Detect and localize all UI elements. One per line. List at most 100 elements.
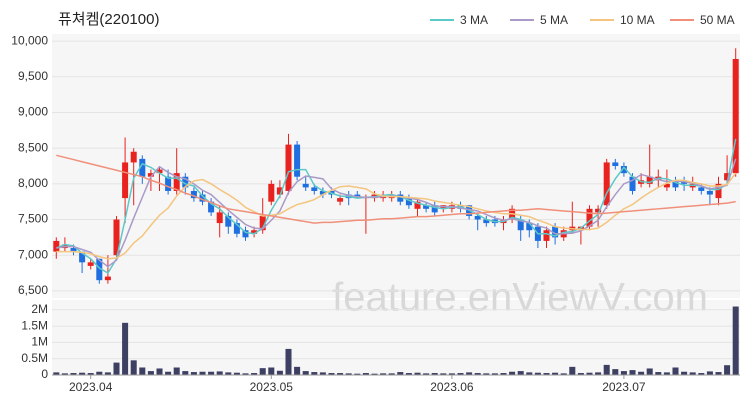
y-tick-label: 8,500	[18, 140, 48, 154]
candle-body	[147, 173, 154, 177]
candle-body	[672, 180, 679, 188]
candle-body	[526, 223, 533, 231]
volume-bar	[122, 322, 129, 375]
volume-bar	[440, 373, 447, 375]
x-tick-label: 2023.07	[602, 380, 646, 394]
candle-body	[517, 219, 524, 231]
volume-bar	[689, 372, 696, 375]
volume-bar	[732, 306, 739, 375]
candle-body	[414, 201, 421, 209]
price-panel	[52, 34, 740, 298]
volume-bar	[620, 371, 627, 375]
volume-bar	[130, 360, 137, 375]
volume-bar	[586, 372, 593, 375]
volume-bar	[225, 372, 232, 375]
volume-bar	[319, 372, 326, 375]
candle-body	[242, 230, 249, 238]
volume-bar	[268, 367, 275, 375]
volume-bar	[655, 372, 662, 375]
volume-bar	[500, 373, 507, 375]
volume-bar	[724, 365, 731, 375]
candle-body	[405, 198, 412, 206]
volume-bar	[259, 368, 266, 375]
candle-body	[216, 212, 223, 224]
volume-bar	[577, 373, 584, 375]
candle-body	[552, 226, 559, 238]
volume-bar	[526, 372, 533, 375]
volume-bar	[560, 373, 567, 375]
volume-bar	[534, 372, 541, 375]
volume-bar	[311, 372, 318, 375]
volume-bar	[173, 367, 180, 375]
volume-bar	[328, 373, 335, 375]
volume-bar	[233, 372, 240, 375]
y-tick-label: 7,000	[18, 247, 48, 261]
chart-title: 퓨쳐켐(220100)	[58, 11, 159, 28]
y-tick-label: 2M	[31, 302, 48, 316]
y-tick-label: 7,500	[18, 212, 48, 226]
y-tick-label: 0	[41, 367, 48, 381]
volume-bar	[337, 373, 344, 375]
volume-bar	[182, 371, 189, 375]
volume-bar	[405, 373, 412, 375]
candle-body	[225, 215, 232, 227]
volume-bar	[698, 373, 705, 375]
candle-body	[233, 223, 240, 234]
volume-bar	[543, 373, 550, 375]
candle-body	[397, 194, 404, 202]
volume-bar	[466, 372, 473, 375]
candle-body	[715, 183, 722, 199]
candle-body	[268, 183, 275, 202]
y-tick-label: 6,500	[18, 283, 48, 297]
candle-body	[620, 166, 627, 174]
volume-bar	[53, 372, 60, 375]
candle-body	[595, 208, 602, 213]
volume-bar	[715, 372, 722, 375]
candle-body	[698, 187, 705, 191]
volume-bar	[672, 367, 679, 375]
y-tick-label: 8,000	[18, 176, 48, 190]
candle-body	[276, 187, 283, 195]
volume-bar	[423, 373, 430, 375]
volume-bar	[380, 373, 387, 375]
ma-line	[56, 172, 737, 260]
volume-bar	[388, 373, 395, 375]
candle-body	[732, 58, 739, 174]
candle-body	[165, 176, 172, 191]
volume-bar	[483, 373, 490, 375]
volume-bar	[70, 373, 77, 375]
candle-body	[423, 205, 430, 209]
volume-bar	[165, 371, 172, 375]
volume-bar	[354, 373, 361, 375]
y-tick-label: 1M	[31, 335, 48, 349]
legend-label: 3 MA	[460, 13, 488, 27]
candle-body	[173, 173, 180, 191]
watermark: feature.enViewV.com	[332, 276, 708, 320]
candle-body	[706, 190, 713, 195]
volume-bar	[251, 373, 258, 375]
volume-bar	[147, 371, 154, 375]
volume-bar	[706, 371, 713, 375]
volume-bar	[216, 371, 223, 375]
candle-body	[79, 251, 86, 263]
x-tick-label: 2023.05	[250, 380, 294, 394]
candle-body	[104, 276, 111, 281]
y-tick-label: 0.5M	[21, 351, 48, 365]
candle-body	[199, 194, 206, 202]
volume-bar	[448, 373, 455, 375]
candle-body	[474, 215, 481, 220]
candle-body	[130, 151, 137, 163]
candle-body	[483, 219, 490, 224]
volume-bar	[199, 371, 206, 375]
candle-body	[182, 176, 189, 188]
y-tick-label: 9,500	[18, 69, 48, 83]
ma-line	[56, 154, 736, 224]
volume-bar	[612, 369, 619, 375]
volume-bar	[302, 371, 309, 375]
candle-body	[663, 183, 670, 188]
volume-bar	[629, 370, 636, 375]
candle-body	[431, 205, 438, 213]
candle-body	[53, 240, 60, 252]
volume-bar	[87, 373, 94, 375]
